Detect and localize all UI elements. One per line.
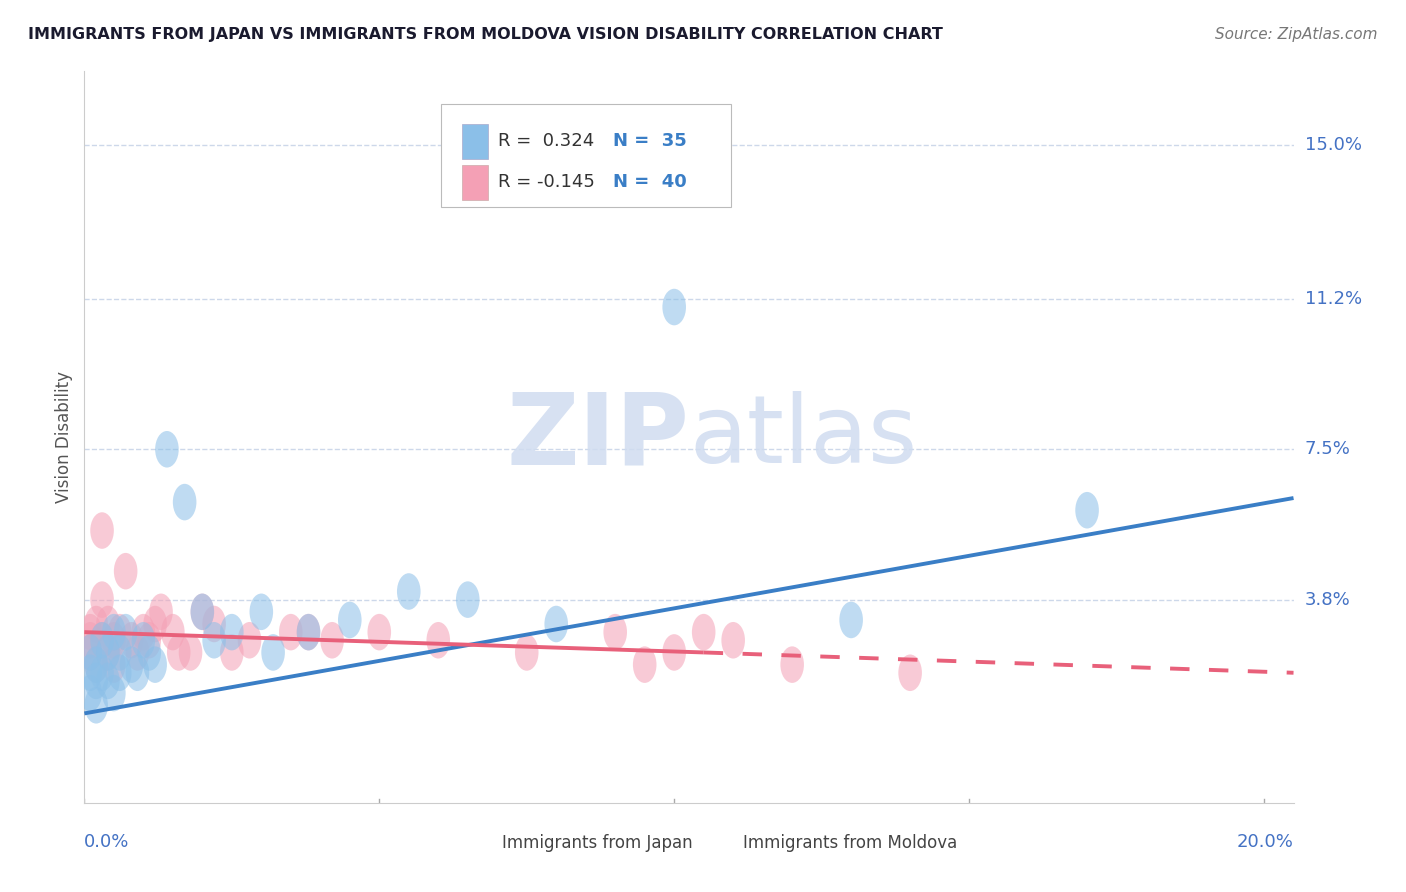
Ellipse shape	[132, 622, 155, 658]
Ellipse shape	[79, 655, 103, 691]
Ellipse shape	[120, 622, 143, 658]
Ellipse shape	[114, 553, 138, 590]
Ellipse shape	[84, 647, 108, 683]
Ellipse shape	[143, 606, 167, 642]
Ellipse shape	[149, 593, 173, 630]
Ellipse shape	[426, 622, 450, 658]
Ellipse shape	[219, 634, 243, 671]
Ellipse shape	[367, 614, 391, 650]
Ellipse shape	[138, 622, 162, 658]
Ellipse shape	[79, 634, 103, 671]
Ellipse shape	[173, 483, 197, 520]
Ellipse shape	[839, 602, 863, 639]
Ellipse shape	[96, 606, 120, 642]
FancyBboxPatch shape	[441, 104, 731, 207]
Ellipse shape	[278, 614, 302, 650]
Ellipse shape	[337, 602, 361, 639]
Ellipse shape	[262, 634, 285, 671]
Ellipse shape	[544, 606, 568, 642]
Text: N =  35: N = 35	[613, 132, 686, 150]
Ellipse shape	[603, 614, 627, 650]
Ellipse shape	[90, 622, 114, 658]
Ellipse shape	[79, 614, 103, 650]
Ellipse shape	[90, 582, 114, 618]
Ellipse shape	[108, 614, 132, 650]
FancyBboxPatch shape	[461, 124, 488, 159]
Text: atlas: atlas	[689, 391, 917, 483]
Ellipse shape	[780, 647, 804, 683]
Ellipse shape	[321, 622, 344, 658]
Ellipse shape	[84, 606, 108, 642]
Ellipse shape	[297, 614, 321, 650]
Text: Immigrants from Moldova: Immigrants from Moldova	[744, 834, 957, 852]
Ellipse shape	[167, 634, 191, 671]
Ellipse shape	[84, 687, 108, 723]
Text: 3.8%: 3.8%	[1305, 591, 1350, 608]
Text: 11.2%: 11.2%	[1305, 290, 1362, 308]
Ellipse shape	[108, 634, 132, 671]
Ellipse shape	[456, 582, 479, 618]
Ellipse shape	[96, 634, 120, 671]
Text: Immigrants from Japan: Immigrants from Japan	[502, 834, 692, 852]
Ellipse shape	[103, 647, 125, 683]
Ellipse shape	[515, 634, 538, 671]
Ellipse shape	[297, 614, 321, 650]
Text: R = -0.145: R = -0.145	[498, 173, 595, 191]
Text: 7.5%: 7.5%	[1305, 441, 1351, 458]
Ellipse shape	[202, 622, 226, 658]
Ellipse shape	[633, 647, 657, 683]
Ellipse shape	[90, 512, 114, 549]
Text: IMMIGRANTS FROM JAPAN VS IMMIGRANTS FROM MOLDOVA VISION DISABILITY CORRELATION C: IMMIGRANTS FROM JAPAN VS IMMIGRANTS FROM…	[28, 27, 943, 42]
Text: 15.0%: 15.0%	[1305, 136, 1361, 153]
Ellipse shape	[108, 655, 132, 691]
Ellipse shape	[96, 634, 120, 671]
Ellipse shape	[143, 647, 167, 683]
Text: R =  0.324: R = 0.324	[498, 132, 595, 150]
Ellipse shape	[219, 614, 243, 650]
Ellipse shape	[692, 614, 716, 650]
Ellipse shape	[90, 655, 114, 691]
Ellipse shape	[898, 655, 922, 691]
Text: 0.0%: 0.0%	[84, 833, 129, 851]
Ellipse shape	[125, 634, 149, 671]
Ellipse shape	[79, 634, 103, 671]
Y-axis label: Vision Disability: Vision Disability	[55, 371, 73, 503]
Ellipse shape	[1076, 492, 1099, 528]
Ellipse shape	[96, 663, 120, 699]
Ellipse shape	[114, 614, 138, 650]
Ellipse shape	[79, 675, 103, 712]
Ellipse shape	[662, 289, 686, 326]
Ellipse shape	[103, 675, 125, 712]
Ellipse shape	[179, 634, 202, 671]
Ellipse shape	[191, 593, 214, 630]
Ellipse shape	[103, 622, 125, 658]
Text: 20.0%: 20.0%	[1237, 833, 1294, 851]
Text: N =  40: N = 40	[613, 173, 686, 191]
Ellipse shape	[191, 593, 214, 630]
Ellipse shape	[84, 647, 108, 683]
Ellipse shape	[84, 663, 108, 699]
Ellipse shape	[79, 622, 103, 658]
Ellipse shape	[396, 574, 420, 610]
Ellipse shape	[90, 622, 114, 658]
Ellipse shape	[662, 634, 686, 671]
Ellipse shape	[721, 622, 745, 658]
FancyBboxPatch shape	[471, 829, 494, 858]
Ellipse shape	[120, 647, 143, 683]
Ellipse shape	[202, 606, 226, 642]
FancyBboxPatch shape	[713, 829, 735, 858]
Ellipse shape	[138, 634, 162, 671]
Text: Source: ZipAtlas.com: Source: ZipAtlas.com	[1215, 27, 1378, 42]
Ellipse shape	[249, 593, 273, 630]
Ellipse shape	[238, 622, 262, 658]
Ellipse shape	[103, 614, 125, 650]
Ellipse shape	[155, 431, 179, 467]
Ellipse shape	[162, 614, 184, 650]
FancyBboxPatch shape	[461, 164, 488, 200]
Text: ZIP: ZIP	[506, 389, 689, 485]
Ellipse shape	[132, 614, 155, 650]
Ellipse shape	[125, 655, 149, 691]
